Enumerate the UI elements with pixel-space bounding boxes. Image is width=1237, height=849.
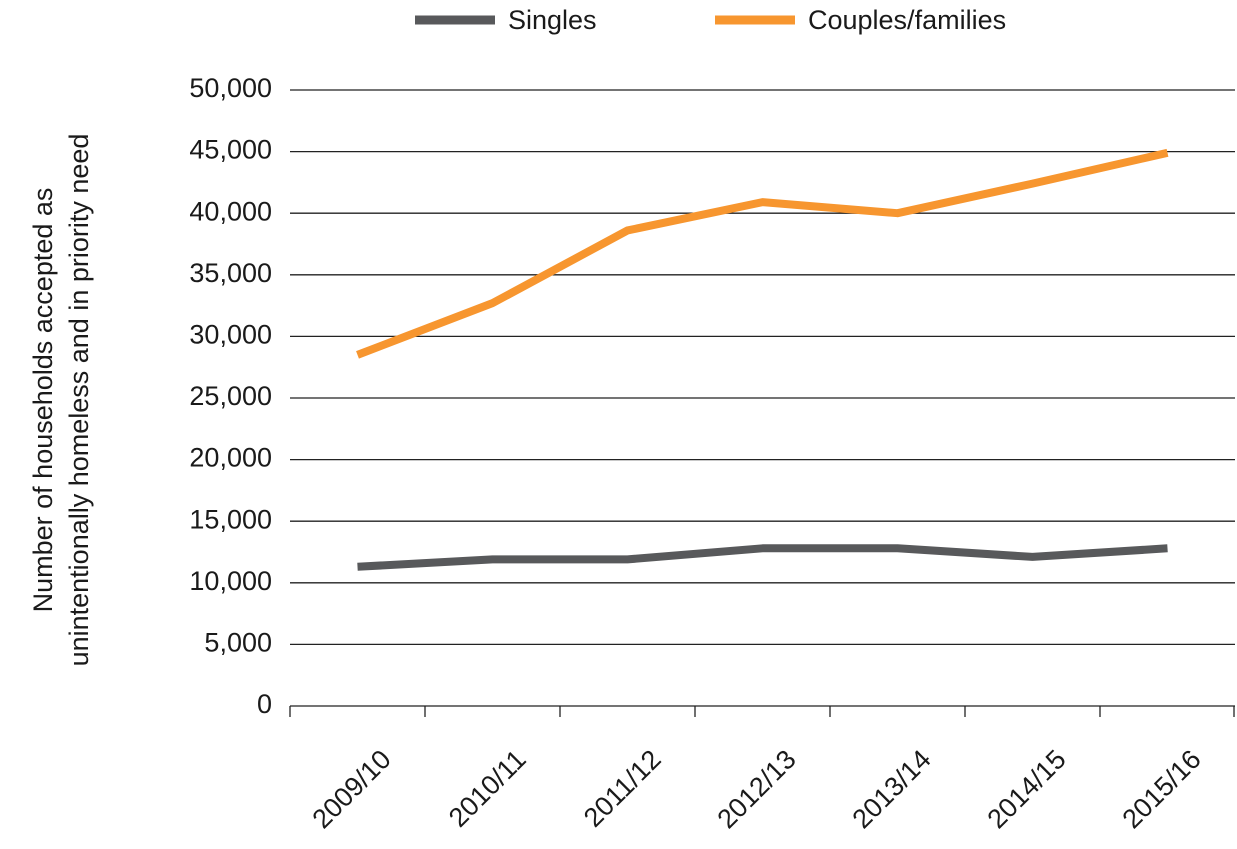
y-tick-label: 20,000 (189, 443, 272, 473)
y-axis-title-line: unintentionally homeless and in priority… (64, 134, 94, 667)
y-tick-label: 35,000 (189, 258, 272, 288)
y-tick-label: 40,000 (189, 196, 272, 226)
y-tick-label: 50,000 (189, 73, 272, 103)
x-tick-label: 2013/14 (847, 744, 937, 834)
legend-label: Singles (508, 5, 597, 35)
y-tick-label: 10,000 (189, 566, 272, 596)
y-tick-label: 5,000 (204, 628, 272, 658)
y-tick-label: 30,000 (189, 320, 272, 350)
y-tick-label: 15,000 (189, 504, 272, 534)
x-tick-label: 2015/16 (1117, 744, 1207, 834)
x-tick-label: 2009/10 (307, 744, 397, 834)
y-tick-label: 25,000 (189, 381, 272, 411)
y-tick-label: 0 (257, 689, 272, 719)
x-tick-label: 2012/13 (712, 744, 802, 834)
y-tick-label: 45,000 (189, 135, 272, 165)
x-tick-label: 2014/15 (982, 744, 1072, 834)
series-line (356, 148, 1169, 359)
x-tick-label: 2011/12 (578, 744, 667, 833)
y-axis-title: Number of households accepted as uninten… (28, 134, 94, 667)
legend-label: Couples/families (808, 5, 1006, 35)
series-line (357, 544, 1168, 571)
x-tick-label: 2010/11 (443, 744, 532, 833)
y-axis-title-line: Number of households accepted as (28, 188, 58, 613)
